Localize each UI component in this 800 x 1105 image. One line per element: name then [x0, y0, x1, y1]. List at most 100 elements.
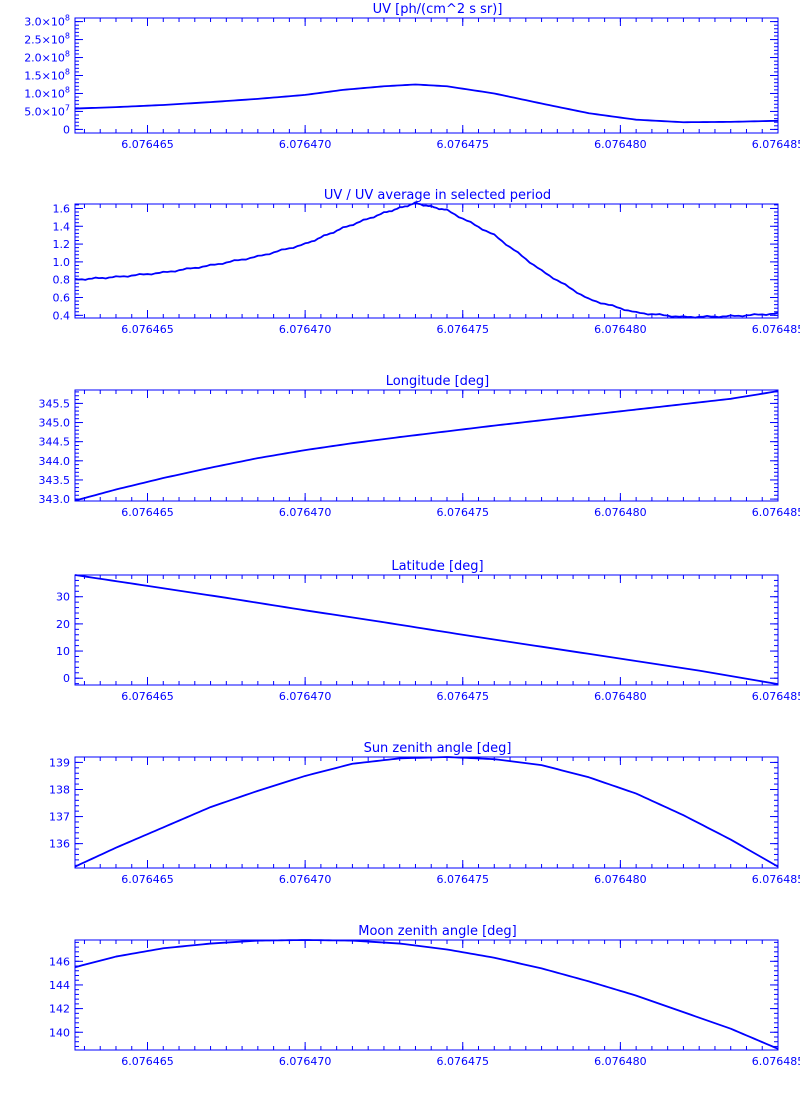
y-tick-label: 345.0	[39, 417, 71, 430]
y-tick-label: 139	[49, 756, 70, 769]
x-tick-label: 6.076465	[121, 323, 174, 336]
x-tick-label: 6.076475	[437, 506, 490, 519]
plot-panel-4: Latitude [deg] 6.076465 6.076470 6.076475 6.…	[56, 559, 800, 703]
x-tick-label: 6.076475	[437, 690, 490, 703]
y-tick-label: 138	[49, 783, 70, 796]
y-tick-label: 144	[49, 979, 70, 992]
x-tick-label: 6.076470	[279, 1055, 332, 1068]
y-tick-label-exponent: 8	[65, 32, 70, 41]
series-line-1	[75, 757, 778, 867]
series-line-1	[75, 391, 778, 500]
x-tick-label: 6.076465	[121, 1055, 174, 1068]
x-tick-label: 6.076470	[279, 323, 332, 336]
y-tick-label: 146	[49, 955, 70, 968]
plot-title: UV / UV average in selected period	[324, 188, 551, 203]
x-tick-label: 6.076485	[752, 873, 800, 886]
x-tick-label: 6.076485	[752, 690, 800, 703]
x-tick-label: 6.076475	[437, 873, 490, 886]
plot-panel-3: Longitude [deg] 6.076465 6.076470 6.076475 6…	[39, 374, 800, 519]
y-tick-label-mantissa: 0	[63, 123, 70, 136]
y-tick-label: 1.6	[53, 202, 71, 215]
y-tick-label: 2.0×108	[24, 50, 70, 65]
y-tick-label: 30	[56, 591, 70, 604]
x-tick-label: 6.076470	[279, 690, 332, 703]
y-tick-label: 1.5×108	[24, 68, 70, 83]
plot-panel-2: UV / UV average in selected period 6.0764…	[53, 188, 800, 336]
series-line-1	[75, 940, 778, 1049]
plot-frame	[75, 757, 778, 868]
y-tick-label: 343.5	[39, 474, 71, 487]
y-tick-label-exponent: 7	[65, 103, 70, 112]
y-tick-label-mantissa: 2.5×10	[24, 34, 65, 47]
x-tick-label: 6.076485	[752, 506, 800, 519]
plot-title: Sun zenith angle [deg]	[364, 741, 512, 756]
y-tick-label-mantissa: 1.0×10	[24, 87, 65, 100]
y-tick-label: 10	[56, 645, 70, 658]
y-tick-label: 344.0	[39, 455, 71, 468]
y-tick-label: 345.5	[39, 397, 71, 410]
plot-title: Longitude [deg]	[386, 374, 489, 389]
series-line-1	[75, 202, 778, 317]
plot-frame	[75, 390, 778, 501]
plot-title: UV [ph/(cm^2 s sr)]	[373, 2, 503, 17]
plot-panel-1: UV [ph/(cm^2 s sr)] 6.076465 6.076470 6.076…	[24, 2, 800, 151]
plot-panel-5: Sun zenith angle [deg] 6.076465 6.076470 6.…	[49, 741, 800, 886]
y-tick-label: 0.6	[53, 292, 71, 305]
x-tick-label: 6.076480	[594, 1055, 647, 1068]
y-tick-label: 0	[63, 123, 70, 136]
x-tick-label: 6.076465	[121, 690, 174, 703]
series-line-1	[75, 575, 778, 684]
y-tick-label-mantissa: 5.0×10	[24, 105, 65, 118]
x-tick-label: 6.076465	[121, 506, 174, 519]
y-tick-label: 5.0×107	[24, 103, 70, 118]
plot-frame	[75, 940, 778, 1050]
x-tick-label: 6.076475	[437, 323, 490, 336]
y-tick-label: 1.0×108	[24, 85, 70, 100]
series-line-1	[75, 84, 778, 122]
y-tick-label: 3.0×108	[24, 14, 70, 29]
y-tick-label: 136	[49, 838, 70, 851]
y-tick-label: 344.5	[39, 436, 71, 449]
y-tick-label-mantissa: 3.0×10	[24, 16, 65, 29]
x-tick-label: 6.076480	[594, 138, 647, 151]
plot-frame	[75, 204, 778, 318]
y-tick-label: 137	[49, 811, 70, 824]
y-tick-label-exponent: 8	[65, 50, 70, 59]
y-tick-label-mantissa: 2.0×10	[24, 52, 65, 65]
y-tick-label: 0.8	[53, 274, 71, 287]
x-tick-label: 6.076470	[279, 506, 332, 519]
y-tick-label: 1.2	[53, 238, 71, 251]
x-tick-label: 6.076485	[752, 1055, 800, 1068]
y-tick-label-exponent: 8	[65, 85, 70, 94]
y-tick-label: 1.4	[53, 220, 71, 233]
x-tick-label: 6.076485	[752, 323, 800, 336]
x-tick-label: 6.076465	[121, 873, 174, 886]
x-tick-label: 6.076470	[279, 873, 332, 886]
y-tick-label: 343.0	[39, 493, 71, 506]
plot-title: Latitude [deg]	[391, 559, 483, 574]
x-tick-label: 6.076465	[121, 138, 174, 151]
x-tick-label: 6.076480	[594, 506, 647, 519]
y-tick-label-mantissa: 1.5×10	[24, 70, 65, 83]
y-tick-label: 2.5×108	[24, 32, 70, 47]
x-tick-label: 6.076475	[437, 1055, 490, 1068]
plot-frame	[75, 18, 778, 133]
y-tick-label: 0	[63, 672, 70, 685]
y-tick-label-exponent: 8	[65, 68, 70, 77]
x-tick-label: 6.076480	[594, 323, 647, 336]
y-tick-label-exponent: 8	[65, 14, 70, 23]
x-tick-label: 6.076480	[594, 690, 647, 703]
x-tick-label: 6.076470	[279, 138, 332, 151]
y-tick-label: 0.4	[53, 309, 71, 322]
y-tick-label: 140	[49, 1026, 70, 1039]
y-tick-label: 142	[49, 1003, 70, 1016]
plot-panel-6: Moon zenith angle [deg] 6.076465 6.076470 6…	[49, 924, 800, 1068]
x-tick-label: 6.076475	[437, 138, 490, 151]
y-tick-label: 1.0	[53, 256, 71, 269]
y-tick-label: 20	[56, 618, 70, 631]
plot-title: Moon zenith angle [deg]	[358, 924, 516, 939]
x-tick-label: 6.076485	[752, 138, 800, 151]
x-tick-label: 6.076480	[594, 873, 647, 886]
